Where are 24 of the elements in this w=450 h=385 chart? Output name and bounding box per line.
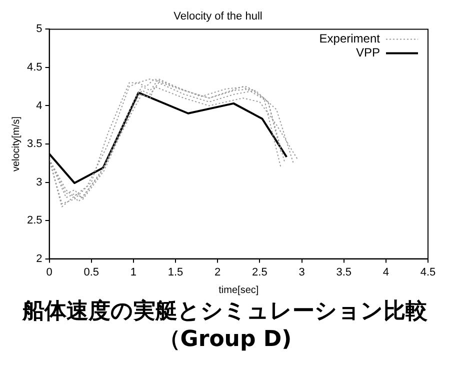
x-tick-label: 4.5 [420,266,436,278]
y-axis-title: velocity[m/s] [10,116,22,172]
x-tick-label: 1.5 [168,266,184,278]
x-tick-label: 0 [46,266,52,278]
x-axis-title: time[sec] [218,284,259,296]
y-tick-label: 3 [36,176,42,188]
legend-label: VPP [356,46,380,60]
text: 船体速度の実艇とシミュレーション比較 [21,298,428,326]
y-tick-label: 2 [36,252,42,265]
x-tick-label: 4 [382,266,389,278]
chart-title: Velocity of the hull [174,10,262,23]
y-tick-label: 2.5 [26,214,42,227]
y-tick-label: 4 [36,100,42,112]
x-tick-label: 3.5 [336,266,352,278]
x-tick-label: 2 [214,266,221,278]
text: （Group D) [157,326,293,354]
y-tick-label: 3.5 [26,138,42,150]
x-tick-label: 0.5 [84,266,100,278]
y-tick-label: 5 [36,23,42,36]
x-tick-label: 3 [298,266,305,278]
y-tick-label: 4.5 [26,62,42,74]
legend-label: Experiment [319,32,381,46]
x-tick-label: 2.5 [252,266,268,278]
x-tick-label: 1 [130,266,137,278]
